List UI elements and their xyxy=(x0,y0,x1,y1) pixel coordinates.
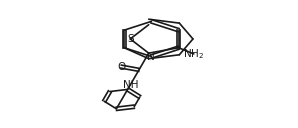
Text: S: S xyxy=(127,34,134,44)
Text: NH: NH xyxy=(122,80,138,90)
Text: O: O xyxy=(117,62,125,72)
Text: NH$_2$: NH$_2$ xyxy=(183,47,204,61)
Text: N: N xyxy=(148,51,155,62)
